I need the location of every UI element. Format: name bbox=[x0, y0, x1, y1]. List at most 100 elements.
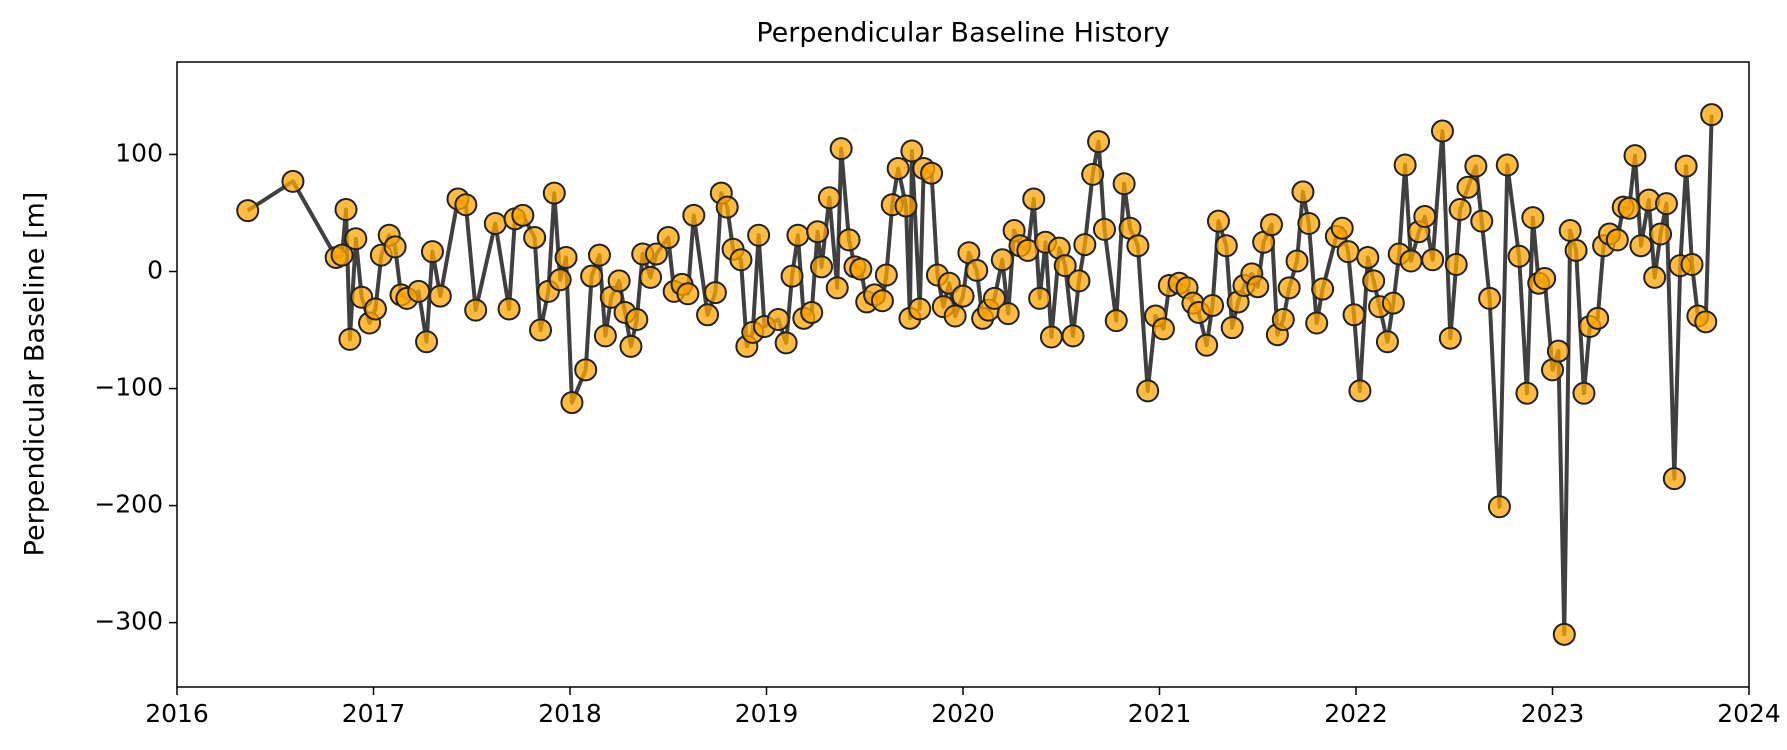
point bbox=[574, 358, 598, 382]
point bbox=[1291, 180, 1315, 204]
point bbox=[908, 297, 932, 321]
point bbox=[483, 212, 507, 236]
point bbox=[1680, 252, 1704, 276]
point bbox=[1617, 196, 1641, 220]
point bbox=[625, 307, 649, 331]
plot-frame bbox=[176, 61, 1750, 688]
point bbox=[800, 300, 824, 324]
point bbox=[1649, 222, 1673, 246]
point bbox=[1348, 379, 1372, 403]
point bbox=[1297, 212, 1321, 236]
point bbox=[560, 391, 584, 415]
point bbox=[696, 303, 720, 327]
point bbox=[542, 181, 566, 205]
point bbox=[363, 297, 387, 321]
point bbox=[644, 242, 668, 266]
point bbox=[1336, 240, 1360, 264]
point bbox=[676, 282, 700, 306]
x-tick-label: 2021 bbox=[1128, 699, 1192, 728]
point bbox=[1700, 103, 1724, 127]
point bbox=[1546, 339, 1570, 363]
point bbox=[523, 226, 547, 250]
point bbox=[825, 276, 849, 300]
point bbox=[1399, 249, 1423, 273]
point bbox=[900, 139, 924, 163]
y-tick-label: 0 bbox=[147, 256, 163, 285]
point bbox=[236, 199, 260, 223]
point bbox=[990, 248, 1014, 272]
point bbox=[1073, 233, 1097, 257]
point bbox=[874, 263, 898, 287]
point bbox=[548, 268, 572, 292]
point bbox=[1136, 379, 1160, 403]
point bbox=[837, 228, 861, 252]
point bbox=[554, 245, 578, 269]
point bbox=[1623, 144, 1647, 168]
point bbox=[1330, 216, 1354, 240]
point bbox=[415, 330, 439, 354]
point bbox=[428, 284, 452, 308]
point bbox=[1246, 275, 1270, 299]
point bbox=[951, 284, 975, 308]
point bbox=[1521, 206, 1545, 230]
point bbox=[886, 157, 910, 181]
point bbox=[1053, 254, 1077, 278]
point bbox=[849, 257, 873, 281]
x-tick-label: 2019 bbox=[735, 699, 799, 728]
y-tick-label: −300 bbox=[94, 607, 163, 636]
point bbox=[1112, 172, 1136, 196]
point bbox=[1487, 495, 1511, 519]
point bbox=[817, 186, 841, 210]
y-tick-label: −200 bbox=[94, 490, 163, 519]
point bbox=[682, 203, 706, 227]
point bbox=[1464, 154, 1488, 178]
point bbox=[1022, 187, 1046, 211]
point bbox=[1629, 234, 1653, 258]
point bbox=[656, 226, 680, 250]
point bbox=[1214, 234, 1238, 258]
point bbox=[1285, 249, 1309, 273]
point bbox=[1206, 209, 1230, 233]
point bbox=[810, 255, 834, 279]
y-tick-label: −100 bbox=[94, 373, 163, 402]
point bbox=[870, 289, 894, 313]
x-tick-label: 2022 bbox=[1324, 699, 1388, 728]
point bbox=[1393, 153, 1417, 177]
point bbox=[407, 279, 431, 303]
point bbox=[1271, 307, 1295, 331]
point bbox=[1126, 234, 1150, 258]
point bbox=[593, 324, 617, 348]
point bbox=[1572, 381, 1596, 405]
point bbox=[996, 302, 1020, 326]
point bbox=[529, 318, 553, 342]
point bbox=[703, 281, 727, 305]
point bbox=[1061, 324, 1085, 348]
point bbox=[1605, 228, 1629, 252]
point bbox=[1444, 252, 1468, 276]
point bbox=[607, 269, 631, 293]
point bbox=[1151, 317, 1175, 341]
point bbox=[1586, 306, 1610, 330]
point bbox=[1515, 381, 1539, 405]
point bbox=[774, 331, 798, 355]
point bbox=[464, 298, 488, 322]
point bbox=[1495, 153, 1519, 177]
point bbox=[1694, 310, 1718, 334]
point bbox=[1533, 267, 1557, 291]
point bbox=[1564, 238, 1588, 262]
x-tick-label: 2017 bbox=[342, 699, 406, 728]
point bbox=[1342, 303, 1366, 327]
point bbox=[1356, 245, 1380, 269]
chart-title: Perpendicular Baseline History bbox=[756, 18, 1169, 49]
point bbox=[786, 223, 810, 247]
point bbox=[920, 161, 944, 185]
point bbox=[1470, 209, 1494, 233]
point bbox=[1413, 204, 1437, 228]
x-tick-label: 2020 bbox=[931, 699, 995, 728]
point bbox=[1438, 326, 1462, 350]
point bbox=[1643, 265, 1667, 289]
x-tick-label: 2016 bbox=[145, 699, 209, 728]
point bbox=[747, 223, 771, 247]
point bbox=[1311, 277, 1335, 301]
